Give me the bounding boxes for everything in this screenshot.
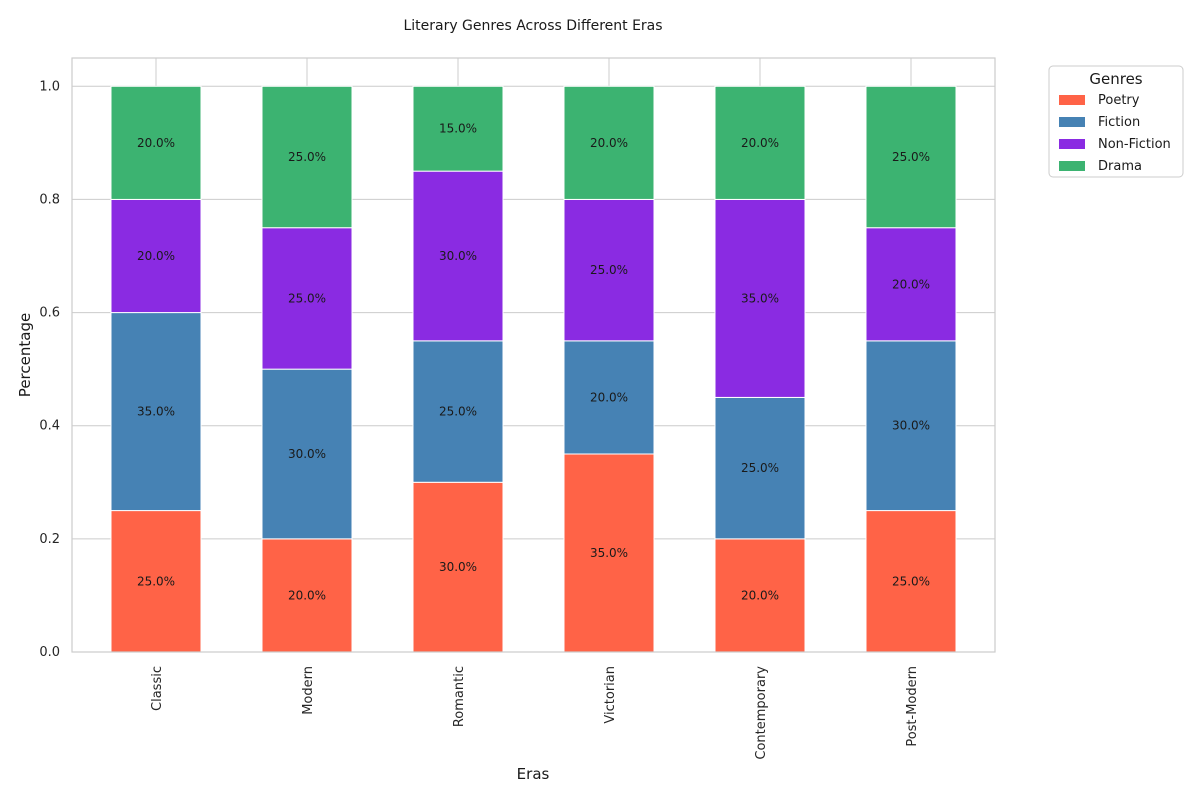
data-label: 25.0% [288, 150, 326, 164]
legend-swatch [1059, 139, 1085, 149]
x-tick-label: Post-Modern [905, 666, 920, 747]
data-labels: 25.0% 35.0% 20.0% 20.0% 20.0% 30.0% 25.0% 25.0%… [137, 122, 930, 603]
bar-segment [412, 170, 504, 342]
x-tick-label: Victorian [603, 666, 618, 724]
grid [72, 58, 995, 653]
y-tick-label: 0.4 [39, 419, 60, 434]
data-label: 25.0% [288, 291, 326, 305]
data-label: 30.0% [439, 249, 477, 263]
legend-entry: Non-Fiction [1098, 137, 1171, 152]
data-label: 25.0% [590, 263, 628, 277]
y-axis: 0.0 0.2 0.4 0.6 0.8 1.0 [39, 79, 60, 660]
bar-segment [110, 312, 202, 512]
legend-entry: Fiction [1098, 115, 1140, 130]
data-label: 30.0% [439, 560, 477, 574]
data-label: 35.0% [741, 291, 779, 305]
bar-segment [412, 85, 504, 172]
data-label: 25.0% [439, 405, 477, 419]
bar-segment [714, 538, 806, 653]
bar-segment [261, 227, 353, 370]
data-label: 25.0% [892, 574, 930, 588]
y-tick-label: 0.6 [39, 306, 60, 321]
bar-segment [714, 396, 806, 540]
legend-swatch [1059, 161, 1085, 171]
bar-segment [563, 85, 655, 200]
bar-segment [110, 85, 202, 200]
plot-area [71, 57, 996, 653]
data-label: 15.0% [439, 122, 477, 136]
data-label: 20.0% [892, 277, 930, 291]
data-label: 20.0% [288, 588, 326, 602]
y-tick-label: 1.0 [39, 79, 60, 94]
data-label: 30.0% [288, 447, 326, 461]
x-tick-label: Contemporary [754, 666, 769, 760]
bar-segment [865, 340, 957, 512]
legend: Genres Poetry Fiction Non-Fiction Drama [1048, 65, 1184, 178]
bars [110, 85, 957, 653]
legend-swatch [1059, 117, 1085, 127]
y-tick-label: 0.2 [39, 532, 60, 547]
data-label: 25.0% [137, 574, 175, 588]
legend-swatch [1059, 95, 1085, 105]
y-tick-label: 0.8 [39, 192, 60, 207]
bar-segment [714, 85, 806, 200]
bar-segment [261, 85, 353, 229]
bar-segment [865, 227, 957, 342]
legend-title: Genres [1089, 70, 1142, 88]
legend-box [1048, 65, 1184, 178]
data-label: 20.0% [137, 249, 175, 263]
y-axis-label: Percentage [16, 313, 34, 397]
data-label: 35.0% [590, 546, 628, 560]
bar-segment [261, 368, 353, 540]
data-label: 35.0% [137, 405, 175, 419]
bar-segment [563, 340, 655, 455]
data-label: 20.0% [741, 136, 779, 150]
x-tick-label: Modern [301, 666, 316, 715]
x-axis-label: Eras [517, 765, 550, 783]
x-axis: Classic Modern Romantic Victorian Contempora… [150, 666, 920, 760]
x-tick-label: Classic [150, 666, 165, 711]
bar-segment [412, 340, 504, 483]
data-label: 25.0% [892, 150, 930, 164]
bar-segment [865, 85, 957, 229]
data-label: 20.0% [590, 136, 628, 150]
bar-segment [714, 198, 806, 398]
bar-segment [563, 198, 655, 342]
data-label: 20.0% [137, 136, 175, 150]
legend-entry: Drama [1098, 159, 1142, 174]
y-tick-label: 0.0 [39, 645, 60, 660]
legend-entry: Poetry [1098, 93, 1140, 108]
bar-segment [110, 510, 202, 653]
x-tick-label: Romantic [452, 666, 467, 727]
data-label: 20.0% [590, 390, 628, 404]
chart-title: Literary Genres Across Different Eras [403, 18, 662, 34]
data-label: 30.0% [892, 419, 930, 433]
data-label: 20.0% [741, 588, 779, 602]
data-label: 25.0% [741, 461, 779, 475]
